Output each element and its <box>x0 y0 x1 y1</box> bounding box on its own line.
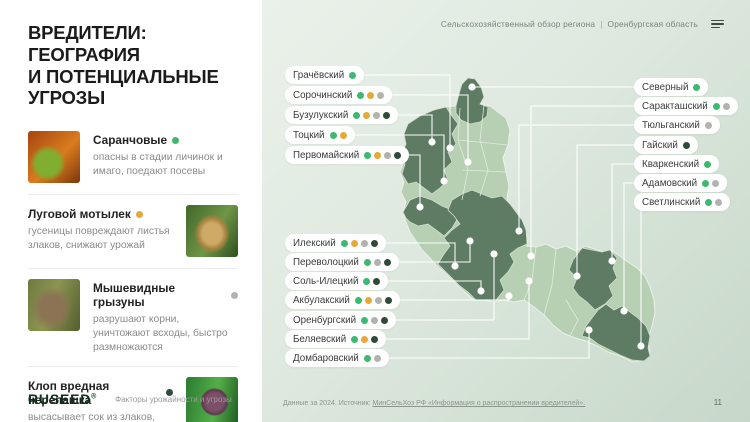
district-dot <box>525 277 533 285</box>
legend-dot <box>166 389 173 397</box>
district-dot <box>416 203 424 211</box>
pest-description: опасны в стадии личинок и имаго, поедают… <box>93 152 223 178</box>
left-panel: ВРЕДИТЕЛИ: ГЕОГРАФИЯ И ПОТЕНЦИАЛЬНЫЕ УГР… <box>0 0 262 422</box>
map-panel: Сельскохозяйственный обзор региона | Оренб… <box>262 0 750 422</box>
registered-mark: ® <box>91 393 98 401</box>
hamburger-menu-icon[interactable] <box>711 19 724 29</box>
district-dot <box>477 287 485 295</box>
district-dot <box>464 158 472 166</box>
district-dot <box>505 292 513 300</box>
pest-name: Клоп вредная черепашка <box>28 379 173 407</box>
panel-header: Сельскохозяйственный обзор региона | Оренб… <box>441 19 724 29</box>
page-title: ВРЕДИТЕЛИ: ГЕОГРАФИЯ И ПОТЕНЦИАЛЬНЫЕ УГР… <box>28 22 219 109</box>
district-dot <box>428 138 436 146</box>
connector-line <box>302 330 590 359</box>
pest-row: Мышевидные грызуны разрушают корни, уничт… <box>28 268 238 366</box>
district-dot <box>573 272 581 280</box>
district-dot <box>446 144 454 152</box>
pest-description: разрушают корни, уничтожают всходы, быст… <box>93 314 228 354</box>
district-dot <box>466 237 474 245</box>
breadcrumb-section: Сельскохозяйственный обзор региона <box>440 19 596 29</box>
district-dot <box>515 227 523 235</box>
page-number: 11 <box>713 398 722 407</box>
footnote-text: Данные за 2024. Источник: <box>283 400 373 407</box>
pest-row: Клоп вредная черепашка высасывает сок из … <box>28 365 238 422</box>
district-dot <box>527 252 535 260</box>
pest-description: высасывает сок из злаков, снижает качест… <box>28 411 156 422</box>
ruseed-logo: RUSEED® <box>28 391 98 407</box>
connector-line <box>302 154 421 207</box>
district-dot <box>608 257 616 265</box>
district-dot <box>637 342 645 350</box>
pest-name: Мышевидные грызуны <box>93 281 238 309</box>
pest-name: Луговой мотылек <box>28 207 173 221</box>
pest-row: Луговой мотылек гусеницы повреждают листь… <box>28 194 238 268</box>
panel-footer: Данные за 2024. Источник: МинСельХоз РФ … <box>283 398 722 407</box>
region-map <box>302 74 690 363</box>
source-footnote: Данные за 2024. Источник: МинСельХоз РФ … <box>283 400 585 407</box>
pest-row: Саранчовые опасны в стадии личинок и имаг… <box>28 121 238 194</box>
dark-districts <box>401 77 651 362</box>
source-link[interactable]: МинСельХоз РФ «Информация о распростране… <box>372 400 586 407</box>
connector-line <box>530 105 690 256</box>
legend-dot <box>135 210 143 218</box>
district-dot <box>451 262 459 270</box>
legend-dot <box>231 291 238 299</box>
pest-name: Саранчовые <box>93 133 238 147</box>
pest-description: гусеницы повреждают листья злаков, снижа… <box>28 226 170 252</box>
pest-list: Саранчовые опасны в стадии личинок и имаг… <box>28 121 238 422</box>
district-dot <box>440 177 448 185</box>
legend-dot <box>172 136 180 144</box>
grasshopper-photo <box>28 131 80 184</box>
district-dot <box>620 307 628 315</box>
district-dot <box>585 326 593 334</box>
breadcrumb-separator: | <box>600 19 603 29</box>
rodent-photo <box>28 279 80 332</box>
district-dot <box>490 250 498 258</box>
connector-line <box>518 124 690 231</box>
district-dot <box>468 83 476 91</box>
bug-photo <box>186 376 238 422</box>
breadcrumb-region: Оренбургская область <box>607 19 698 29</box>
connector-dots <box>416 83 645 350</box>
breadcrumb: Сельскохозяйственный обзор региона | Оренб… <box>441 19 698 29</box>
brand-footer: RUSEED® Факторы урожайности и угрозы <box>28 391 232 407</box>
moth-photo <box>186 205 238 258</box>
footer-caption: Факторы урожайности и угрозы <box>115 394 232 404</box>
